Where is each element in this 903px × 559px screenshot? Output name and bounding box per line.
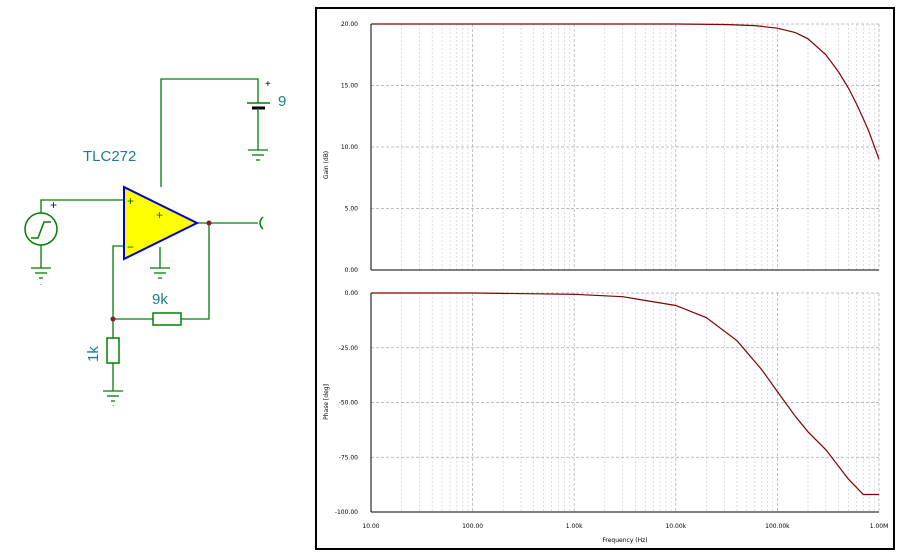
opamp-symbol: + − + TLC272 — [83, 148, 200, 261]
y-tick-label: 10.00 — [341, 144, 358, 151]
source-plus-sign: + — [50, 198, 57, 212]
series-line — [371, 23, 880, 160]
feedback-node — [110, 316, 116, 322]
feedback-wire-right — [181, 223, 210, 320]
signal-source-icon: + — [24, 198, 58, 246]
ground-icon — [248, 149, 268, 161]
y-tick-label: -50.00 — [339, 400, 359, 407]
battery-voltage-label: 9 — [278, 93, 286, 110]
frequency-axis-label: Frequency (Hz) — [602, 537, 647, 544]
feedback-resistor-label: 9k — [152, 291, 168, 308]
opamp-supply-sign: + — [156, 208, 163, 222]
wires — [40, 78, 259, 391]
phase-axis-label: Phase [deg] — [323, 384, 330, 420]
series-line — [371, 292, 879, 496]
input-wire — [40, 199, 124, 213]
y-tick-label: -75.00 — [339, 454, 359, 461]
x-tick-label: 10.00 — [362, 523, 379, 530]
x-tick-label: 100.00k — [765, 523, 790, 530]
battery-plus-sign: + — [265, 79, 271, 90]
gain-axis-label: Gain (dB) — [323, 151, 330, 179]
output-probe-icon — [259, 216, 264, 230]
y-tick-label: 15.00 — [341, 83, 358, 90]
ground-symbols — [31, 149, 268, 402]
supply-wire — [160, 78, 259, 187]
opamp-part-label: TLC272 — [83, 148, 136, 165]
battery-symbol: + 9 — [247, 79, 286, 115]
ground-resistor-label: 1k — [85, 346, 102, 362]
gain-plot: 20.00 15.00 10.00 5.00 0.00 — [341, 21, 880, 274]
x-tick-label: 1.00k — [566, 523, 583, 530]
y-tick-label: -25.00 — [339, 345, 359, 352]
y-tick-label: 20.00 — [341, 21, 358, 28]
ground-resistor-icon — [106, 337, 120, 364]
inverting-input-wire — [112, 245, 124, 338]
x-tick-label: 1.00M — [870, 523, 889, 530]
opamp-inverting-sign: − — [127, 240, 134, 254]
y-tick-label: 0.00 — [345, 290, 359, 297]
x-tick-label: 10.00k — [665, 523, 686, 530]
terminal-markers — [40, 284, 114, 406]
phase-plot: 0.00 -25.00 -50.00 -75.00 -100.00 10.00 100.00… — [335, 290, 888, 530]
output-node — [206, 220, 212, 226]
y-tick-label: -100.00 — [335, 509, 358, 516]
circuit-schematic: + 9 + + − + TLC272 9k 1k — [24, 78, 286, 406]
opamp-noninverting-sign: + — [127, 194, 134, 208]
ground-icon — [31, 267, 51, 279]
y-tick-label: 5.00 — [345, 206, 359, 213]
feedback-resistor-icon — [152, 312, 182, 326]
ground-icon — [150, 267, 170, 279]
ground-icon — [103, 390, 123, 402]
y-tick-label: 0.00 — [345, 267, 359, 274]
x-tick-label: 100.00 — [462, 523, 483, 530]
